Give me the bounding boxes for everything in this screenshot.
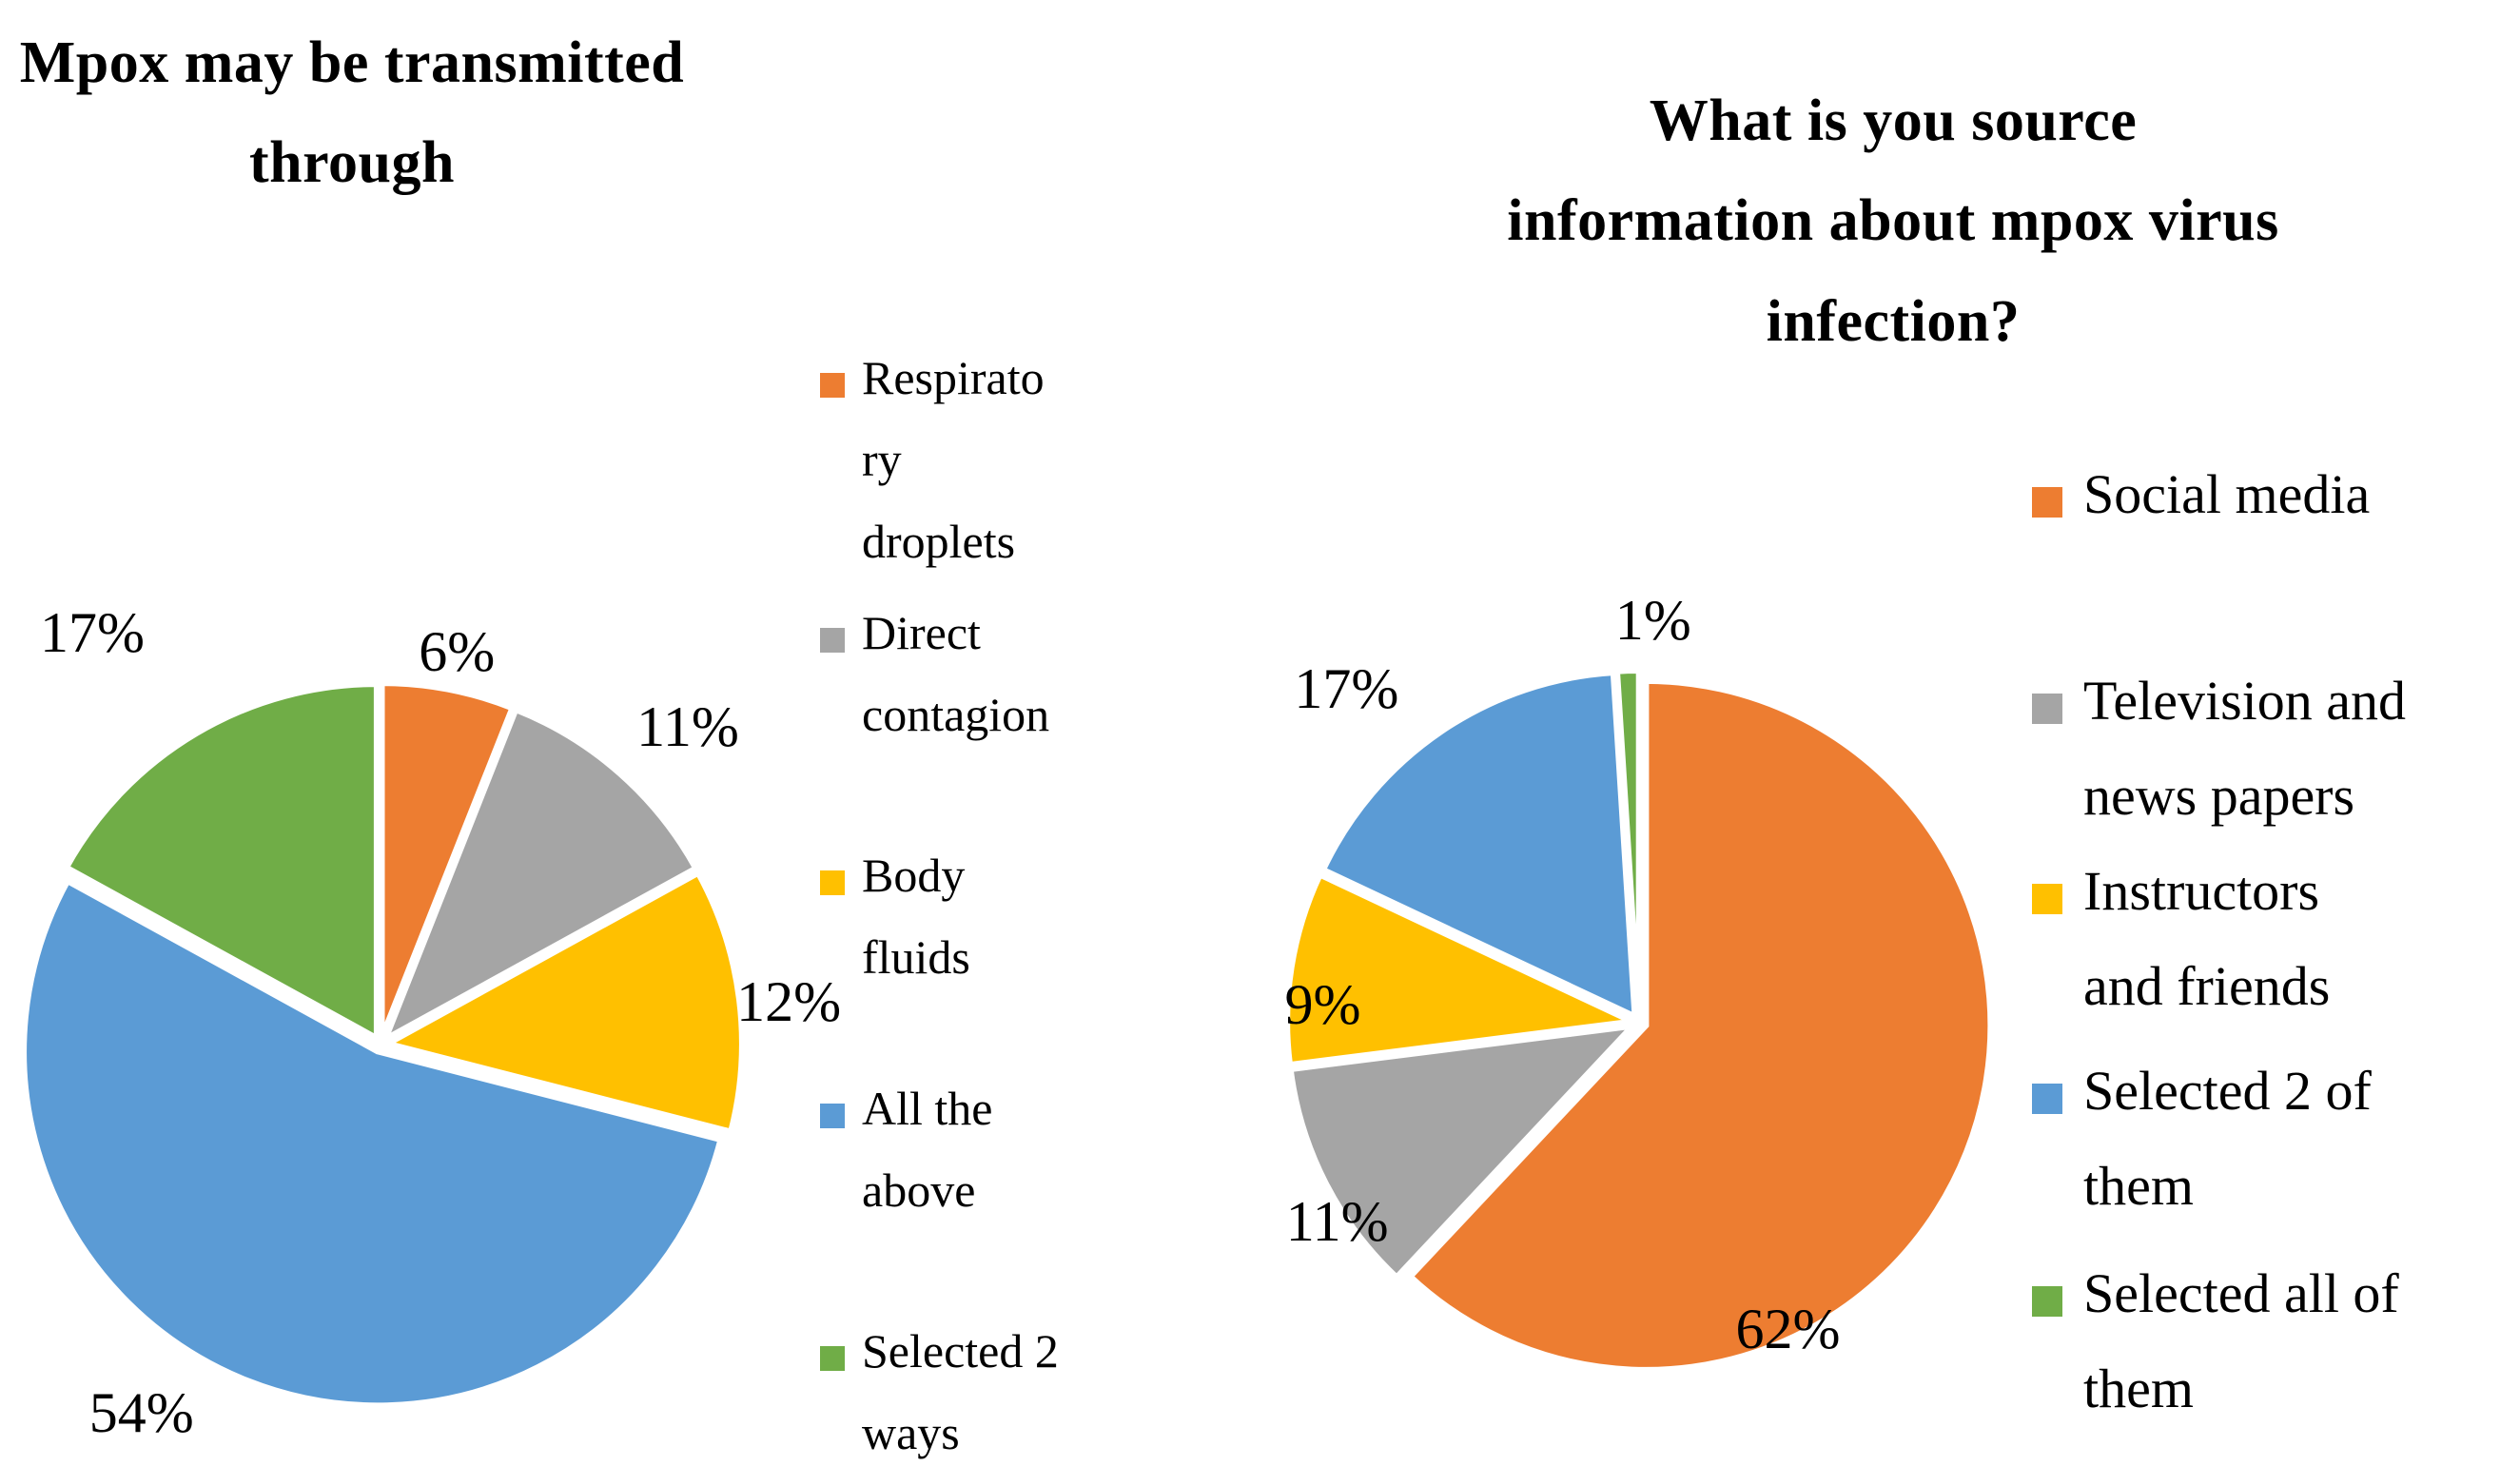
legend-label: Selected 2 of them — [2083, 1060, 2372, 1217]
pie-slice-instructors-and-friends — [1284, 870, 1642, 1068]
legend-swatch-icon — [820, 628, 845, 653]
legend-entry-direct-contagion: Direct contagion — [820, 592, 1049, 755]
legend-label: All the above — [862, 1082, 993, 1217]
pie-slice-television-and-news-papers — [1287, 1022, 1640, 1281]
data-label-all-the-above: 54% — [88, 1380, 194, 1444]
legend-label: Respirato ry droplets — [862, 351, 1045, 568]
pie-slice-selected-2-ways — [62, 681, 380, 1044]
legend-entry-television-and-news-papers: Television and news papers — [2032, 654, 2406, 844]
legend-entry-social-media: Social media — [2032, 447, 2370, 542]
pie-slice-body-fluids — [380, 869, 745, 1136]
legend-swatch-icon — [2032, 1084, 2062, 1114]
legend-entry-selected-2-ways: Selected 2 ways — [820, 1310, 1059, 1466]
data-label-body-fluids: 12% — [736, 969, 842, 1033]
legend-entry-selected-all-of-them: Selected all of them — [2032, 1246, 2399, 1437]
legend-swatch-icon — [820, 373, 845, 398]
legend-swatch-icon — [2032, 694, 2062, 724]
data-label-selected-2-of-them: 17% — [1294, 656, 1399, 720]
legend-entry-respiratory-droplets: Respirato ry droplets — [820, 337, 1045, 582]
legend-entry-selected-2-of-them: Selected 2 of them — [2032, 1044, 2372, 1234]
pie-slice-selected-all-of-them — [1613, 667, 1642, 1016]
data-label-direct-contagion: 11% — [636, 694, 739, 758]
legend-swatch-icon — [2032, 884, 2062, 914]
pie-slice-respiratory-droplets — [379, 680, 517, 1039]
right-chart-title: What is you source information about mpo… — [1507, 88, 2279, 354]
legend-swatch-icon — [820, 1346, 845, 1371]
legend-entry-all-the-above: All the above — [820, 1067, 992, 1231]
data-label-respiratory-droplets: 6% — [419, 620, 496, 684]
legend-label: Social media — [2083, 463, 2371, 525]
legend-label: Selected 2 ways — [862, 1324, 1059, 1459]
pie-slice-social-media — [1406, 677, 1994, 1373]
data-label-selected-all-of-them: 1% — [1614, 588, 1691, 652]
legend-label: Instructors and friends — [2083, 860, 2331, 1017]
legend-label: Selected all of them — [2083, 1262, 2399, 1419]
legend-label: Body fluids — [862, 849, 970, 984]
data-label-television-and-news-papers: 11% — [1285, 1190, 1389, 1254]
legend-swatch-icon — [2032, 1286, 2062, 1317]
legend-entry-body-fluids: Body fluids — [820, 834, 970, 998]
left-chart-title: Mpox may be transmitted through — [19, 30, 685, 196]
legend-swatch-icon — [2032, 487, 2062, 518]
legend-entry-instructors-and-friends: Instructors and friends — [2032, 844, 2330, 1034]
legend-swatch-icon — [820, 1104, 845, 1128]
data-label-instructors-and-friends: 9% — [1284, 972, 1361, 1036]
data-label-selected-2-ways: 17% — [40, 601, 145, 665]
data-label-social-media: 62% — [1735, 1298, 1841, 1361]
legend-label: Direct contagion — [862, 606, 1050, 741]
pie-slice-all-the-above — [21, 877, 725, 1409]
pie-slice-selected-2-of-them — [1319, 669, 1638, 1022]
legend-label: Television and news papers — [2083, 670, 2407, 827]
pie-slice-direct-contagion — [380, 706, 700, 1046]
legend-swatch-icon — [820, 870, 845, 895]
